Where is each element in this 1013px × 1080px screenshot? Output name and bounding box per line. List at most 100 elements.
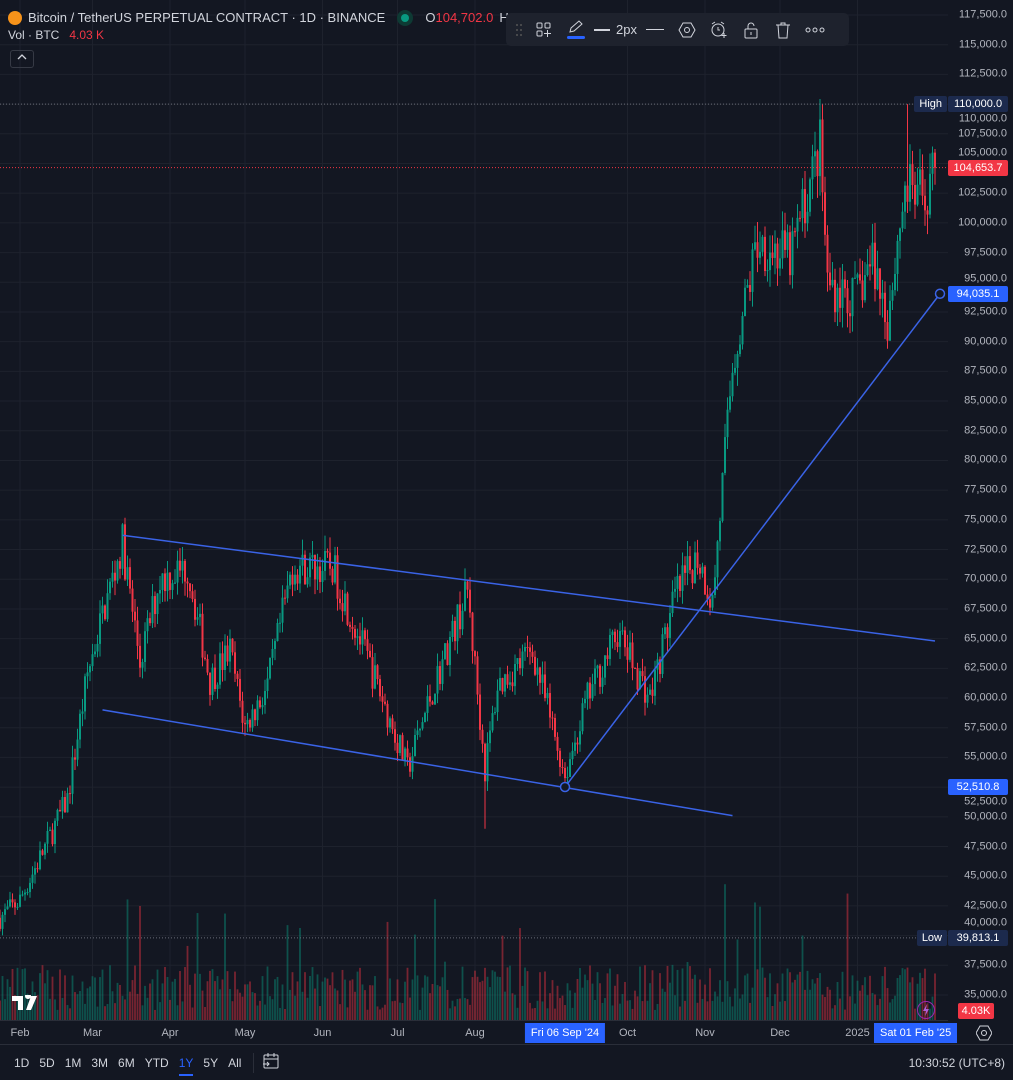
volume-bar <box>521 985 524 1020</box>
volume-bar <box>339 1004 341 1020</box>
candle-body <box>81 711 84 714</box>
candle-body <box>4 909 6 915</box>
candle-body <box>51 829 54 845</box>
candle-body <box>476 656 479 695</box>
symbol-title[interactable]: Bitcoin / TetherUS PERPETUAL CONTRACT · … <box>28 10 386 25</box>
range-button-1m[interactable]: 1M <box>64 1055 82 1070</box>
candle-body <box>724 437 726 473</box>
chevron-up-icon <box>17 54 27 60</box>
pencil-icon[interactable] <box>562 17 590 43</box>
volume-bar <box>209 970 211 1020</box>
channel-upper-trendline[interactable] <box>122 534 936 642</box>
volume-bar <box>89 986 91 1020</box>
collapse-legend-button[interactable] <box>10 50 34 68</box>
volume-bar <box>294 995 296 1020</box>
candle-body <box>499 677 501 691</box>
go-to-date-icon[interactable] <box>262 1052 280 1073</box>
line-style-icon[interactable] <box>641 17 669 43</box>
volume-bar <box>174 978 176 1020</box>
candle-body <box>524 647 526 652</box>
candle-body <box>441 659 444 684</box>
volume-bar <box>44 983 46 1020</box>
candle-body <box>346 593 349 625</box>
candle-body <box>321 570 324 582</box>
volume-bar <box>84 1003 86 1020</box>
candle-body <box>259 700 261 708</box>
line-width-icon <box>594 28 610 31</box>
candle-body <box>301 554 304 566</box>
settings-hex-icon[interactable] <box>673 17 701 43</box>
volume-bar <box>554 1008 556 1020</box>
range-button-1y[interactable]: 1Y <box>175 1056 198 1076</box>
clock-timezone[interactable]: 10:30:52 (UTC+8) <box>908 1056 1005 1070</box>
channel-lower-trendline[interactable] <box>102 709 733 817</box>
unlock-icon[interactable] <box>737 17 765 43</box>
volume-bar <box>839 998 841 1020</box>
volume-bar <box>309 975 311 1020</box>
drag-handle-icon[interactable] <box>512 17 526 43</box>
price-tick-label: 47,500.0 <box>964 840 1007 853</box>
volume-bar <box>64 975 66 1020</box>
candle-body <box>384 701 386 704</box>
volume-bar <box>706 1001 709 1020</box>
volume-bar <box>114 1003 116 1020</box>
price-tick-label: 80,000.0 <box>964 453 1007 466</box>
candle-body <box>881 292 884 299</box>
volume-bar <box>609 968 611 1020</box>
candle-body <box>424 712 426 723</box>
volume-bar <box>441 977 444 1020</box>
candlestick-chart[interactable] <box>0 0 948 1020</box>
price-tick-label: 40,000.0 <box>964 916 1007 929</box>
range-button-5d[interactable]: 5D <box>39 1055 55 1070</box>
candle-body <box>489 730 491 744</box>
bitcoin-logo-icon <box>8 10 22 25</box>
alert-add-icon[interactable] <box>705 17 733 43</box>
templates-icon[interactable] <box>530 17 558 43</box>
candle-body <box>529 647 531 652</box>
volume-bar <box>719 980 721 1020</box>
volume-bar <box>789 972 791 1020</box>
range-button-3m[interactable]: 3M <box>91 1055 109 1070</box>
candle-body <box>281 597 284 623</box>
candle-body <box>289 574 291 586</box>
chart-plot-area[interactable] <box>0 0 948 1020</box>
price-tick-label: 95,000.0 <box>964 272 1007 285</box>
range-button-6m[interactable]: 6M <box>118 1055 135 1070</box>
range-button-ytd[interactable]: YTD <box>144 1055 169 1070</box>
range-button-5y[interactable]: 5Y <box>203 1055 219 1070</box>
candle-body <box>64 797 66 813</box>
candle-body <box>61 797 64 812</box>
volume-bar <box>496 976 499 1020</box>
volume-bar <box>314 988 316 1020</box>
chart-settings-icon[interactable] <box>975 1025 993 1041</box>
candle-body <box>914 185 916 205</box>
volume-bar <box>634 990 636 1020</box>
volume-bar <box>896 978 899 1020</box>
range-button-all[interactable]: All <box>228 1055 242 1070</box>
lightning-icon[interactable] <box>917 1001 935 1019</box>
volume-bar <box>774 994 776 1020</box>
trendline-anchor-handle[interactable] <box>559 781 571 793</box>
volume-bar <box>369 985 371 1020</box>
volume-label[interactable]: Vol · BTC <box>8 27 60 42</box>
candle-body <box>236 673 239 679</box>
tradingview-logo[interactable] <box>12 993 40 1011</box>
volume-bar <box>16 967 19 1020</box>
more-icon[interactable] <box>801 17 829 43</box>
candle-body <box>199 613 201 618</box>
trendline-anchor-handle[interactable] <box>934 288 946 299</box>
volume-bar <box>324 977 326 1020</box>
price-axis[interactable]: 117,500.0 115,000.0 112,500.0 110,000.0 107,… <box>948 0 1013 1020</box>
candle-body <box>481 729 484 744</box>
candle-body <box>521 651 524 669</box>
time-axis[interactable]: Feb Mar Apr May Jun Jul Aug Oct Nov Dec 2025 Fri 06… <box>0 1020 958 1044</box>
trash-icon[interactable] <box>769 17 797 43</box>
candle-body <box>701 566 704 574</box>
range-button-1d[interactable]: 1D <box>14 1055 30 1070</box>
candle-body <box>671 591 674 614</box>
line-width-button[interactable]: 2px <box>594 17 637 43</box>
candle-body <box>716 541 719 578</box>
candle-body <box>606 655 609 659</box>
uptrend-trendline[interactable] <box>564 293 941 788</box>
volume-bar <box>69 1008 71 1020</box>
